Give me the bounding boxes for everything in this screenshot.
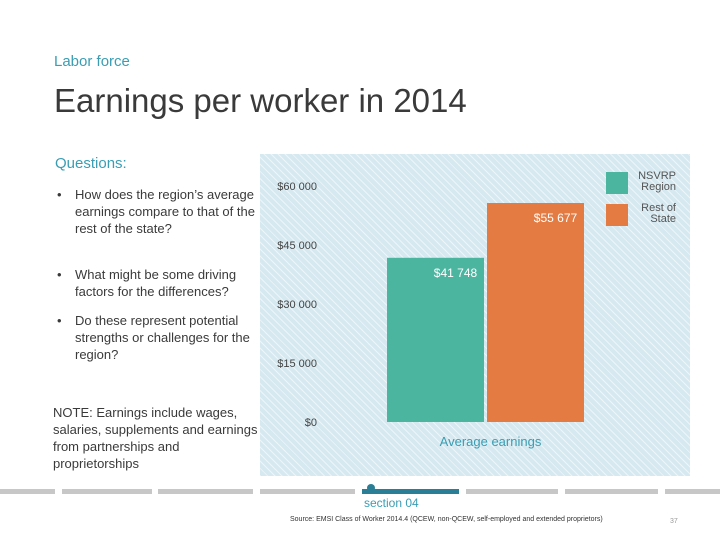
section-label: section 04 (364, 496, 419, 510)
y-tick-label: $60 000 (277, 181, 317, 193)
question-item: • Do these represent potential strengths… (55, 312, 260, 363)
y-tick-label: $45 000 (277, 240, 317, 252)
section-subtitle: Labor force (54, 53, 130, 70)
earnings-bar-chart: $0 $15 000 $30 000 $45 000 $60 000 $41 748 $55… (277, 170, 677, 449)
question-text: How does the region’s average earnings c… (75, 187, 255, 236)
footer-divider (62, 489, 152, 494)
y-tick-label: $30 000 (277, 299, 317, 311)
question-item: • How does the region’s average earnings… (55, 186, 260, 237)
page-title: Earnings per worker in 2014 (54, 82, 467, 119)
question-text: Do these represent potential strengths o… (75, 313, 250, 362)
bullet-icon: • (57, 187, 62, 202)
footer-divider (0, 489, 55, 494)
footer-divider (466, 489, 558, 494)
bullet-icon: • (57, 267, 62, 282)
question-text: What might be some driving factors for t… (75, 267, 237, 299)
section-marker-icon (367, 484, 375, 492)
legend-label: Region (641, 181, 676, 193)
bar-data-label: $41 748 (434, 266, 478, 280)
footer-divider (565, 489, 658, 494)
footer-divider (158, 489, 253, 494)
footer-divider-active (362, 489, 459, 494)
legend-label: State (650, 213, 676, 225)
bar-nsvrp-region (387, 257, 484, 422)
legend-label: NSVRP (638, 170, 676, 182)
bar-rest-of-state (487, 203, 584, 422)
x-axis-label: Average earnings (440, 434, 542, 449)
bullet-icon: • (57, 313, 62, 328)
question-item: • What might be some driving factors for… (55, 266, 260, 300)
chart-panel: $0 $15 000 $30 000 $45 000 $60 000 $41 748 $55… (260, 154, 690, 476)
y-tick-label: $15 000 (277, 358, 317, 370)
footer-divider (665, 489, 720, 494)
questions-heading: Questions: (55, 155, 127, 172)
page-number: 37 (670, 518, 678, 525)
y-tick-label: $0 (305, 417, 317, 429)
footer-divider (260, 489, 355, 494)
legend-swatch (606, 172, 628, 194)
legend-label: Rest of (641, 202, 677, 214)
source-note: Source: EMSI Class of Worker 2014.4 (QCE… (290, 516, 603, 523)
bar-data-label: $55 677 (534, 211, 578, 225)
legend-swatch (606, 204, 628, 226)
earnings-note: NOTE: Earnings include wages, salaries, … (53, 405, 258, 471)
